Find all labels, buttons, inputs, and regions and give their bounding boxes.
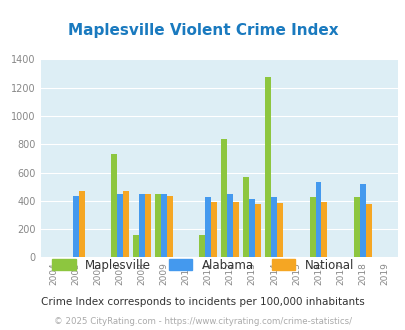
- Bar: [199, 236, 205, 257]
- Bar: [123, 191, 129, 257]
- Bar: [139, 194, 145, 257]
- Legend: Maplesville, Alabama, National: Maplesville, Alabama, National: [47, 254, 358, 276]
- Bar: [79, 191, 85, 257]
- Bar: [155, 194, 161, 257]
- Bar: [249, 199, 255, 257]
- Bar: [255, 204, 260, 257]
- Bar: [277, 203, 283, 257]
- Bar: [315, 182, 321, 257]
- Bar: [167, 196, 173, 257]
- Bar: [321, 202, 326, 257]
- Bar: [359, 184, 364, 257]
- Text: Maplesville Violent Crime Index: Maplesville Violent Crime Index: [68, 23, 337, 38]
- Bar: [221, 139, 227, 257]
- Bar: [133, 236, 139, 257]
- Text: Crime Index corresponds to incidents per 100,000 inhabitants: Crime Index corresponds to incidents per…: [41, 297, 364, 307]
- Bar: [309, 197, 315, 257]
- Bar: [227, 194, 232, 257]
- Bar: [364, 204, 371, 257]
- Bar: [271, 197, 277, 257]
- Bar: [265, 77, 271, 257]
- Bar: [161, 194, 167, 257]
- Bar: [353, 197, 359, 257]
- Bar: [243, 177, 249, 257]
- Bar: [73, 196, 79, 257]
- Bar: [117, 194, 123, 257]
- Bar: [205, 197, 211, 257]
- Bar: [111, 154, 117, 257]
- Text: © 2025 CityRating.com - https://www.cityrating.com/crime-statistics/: © 2025 CityRating.com - https://www.city…: [54, 317, 351, 326]
- Bar: [145, 194, 151, 257]
- Bar: [211, 202, 217, 257]
- Bar: [232, 202, 239, 257]
